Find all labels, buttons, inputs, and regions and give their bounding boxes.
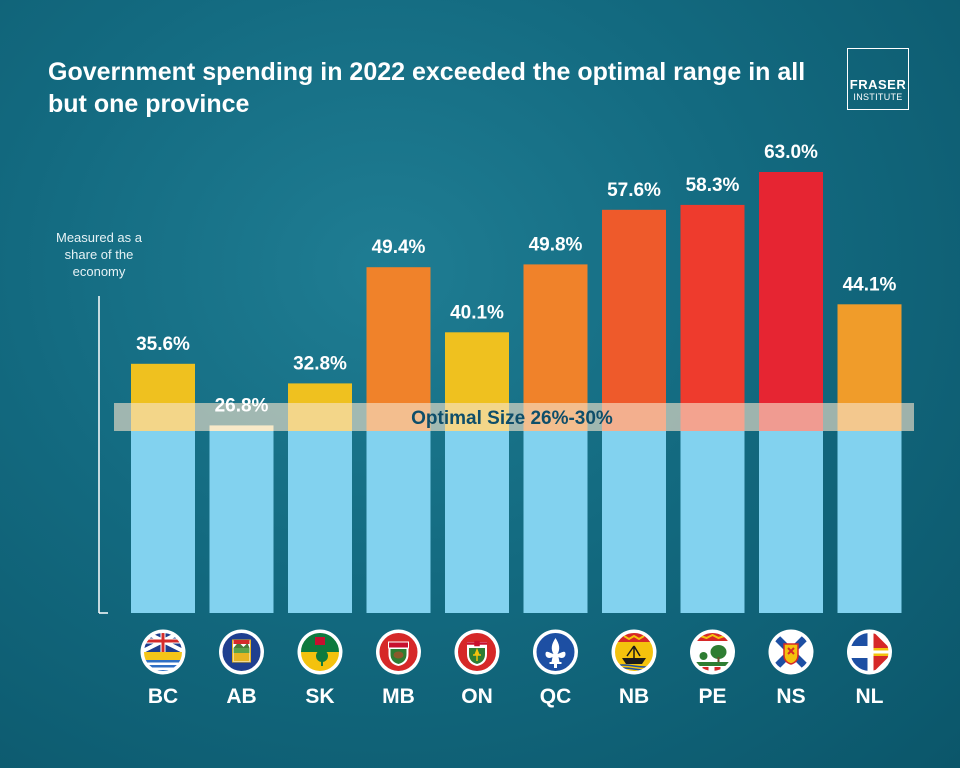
bc-flag-icon <box>140 629 186 675</box>
bar-base-bc <box>131 431 195 613</box>
category-label-nl: NL <box>856 685 884 708</box>
bar-ns <box>759 172 823 431</box>
bar-base-qc <box>523 431 588 613</box>
logo-line-1: FRASER <box>849 77 907 92</box>
optimal-range-label: Optimal Size 26%-30% <box>411 408 613 429</box>
category-label-ns: NS <box>776 685 805 708</box>
bar-base-nl <box>837 431 902 613</box>
bar-base-mb <box>366 431 431 613</box>
bar-base-pe <box>680 431 745 613</box>
category-label-pe: PE <box>698 685 726 708</box>
data-label-ab: 26.8% <box>215 395 269 416</box>
data-label-nb: 57.6% <box>607 180 661 201</box>
category-label-sk: SK <box>305 685 334 708</box>
data-label-pe: 58.3% <box>686 175 740 196</box>
bar-base-ns <box>759 431 823 613</box>
ab-flag-icon <box>219 629 264 675</box>
data-label-ns: 63.0% <box>764 142 818 163</box>
y-axis-label: Measured as a share of the economy <box>56 230 142 279</box>
bar-base-nb <box>602 431 666 613</box>
bar-nb <box>602 209 666 431</box>
ns-flag-icon <box>768 629 814 675</box>
category-label-on: ON <box>461 685 493 708</box>
nl-flag-icon <box>847 629 892 675</box>
mb-flag-icon <box>376 629 421 675</box>
category-label-bc: BC <box>148 685 178 708</box>
category-label-nb: NB <box>619 685 649 708</box>
data-label-mb: 49.4% <box>372 237 426 258</box>
logo-line-2: INSTITUTE <box>853 92 903 102</box>
bar-base-ab <box>209 431 274 613</box>
data-label-nl: 44.1% <box>843 274 897 295</box>
qc-flag-icon <box>533 629 578 675</box>
fraser-institute-logo: FRASER INSTITUTE <box>847 48 909 110</box>
category-label-mb: MB <box>382 685 415 708</box>
data-label-qc: 49.8% <box>529 234 583 255</box>
sk-flag-icon <box>297 629 343 675</box>
bar-base-sk <box>288 431 352 613</box>
chart-title: Government spending in 2022 exceeded the… <box>48 58 806 118</box>
optimal-range-band <box>114 403 914 431</box>
on-flag-icon <box>454 629 500 675</box>
data-label-sk: 32.8% <box>293 353 347 374</box>
category-label-ab: AB <box>226 685 256 708</box>
data-label-bc: 35.6% <box>136 334 190 355</box>
pe-flag-icon <box>690 629 735 675</box>
bar-pe <box>680 204 745 431</box>
data-label-on: 40.1% <box>450 302 504 323</box>
category-label-qc: QC <box>540 685 572 708</box>
bar-base-on <box>445 431 509 613</box>
nb-flag-icon <box>611 629 657 675</box>
